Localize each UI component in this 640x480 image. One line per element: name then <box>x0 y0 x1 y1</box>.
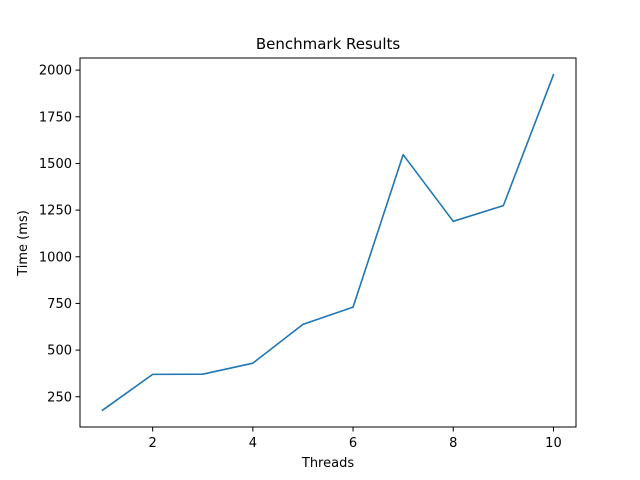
x-axis-label: Threads <box>301 456 354 471</box>
series-line-1 <box>101 73 555 412</box>
y-axis-label: Time (ms) <box>16 210 31 277</box>
plot-frame <box>79 57 577 428</box>
y-tick-label: 250 <box>47 390 72 405</box>
y-tick-label: 500 <box>47 344 72 359</box>
y-axis-ticks: 250 500 750 1000 1250 1500 1750 2000 <box>39 64 80 405</box>
x-tick-label: 6 <box>349 436 357 451</box>
y-tick-label: 1750 <box>39 110 72 125</box>
x-tick-label: 4 <box>249 436 257 451</box>
chart-title: Benchmark Results <box>256 35 401 53</box>
x-tick-label: 2 <box>149 436 157 451</box>
x-tick-label: 10 <box>545 436 562 451</box>
series-layer <box>101 73 555 412</box>
y-tick-label: 1000 <box>39 250 72 265</box>
y-tick-label: 1250 <box>39 204 72 219</box>
x-tick-label: 8 <box>449 436 457 451</box>
y-tick-label: 750 <box>47 297 72 312</box>
x-axis-ticks: 2 4 6 8 10 <box>149 427 562 451</box>
y-tick-label: 2000 <box>39 64 72 79</box>
y-tick-label: 1500 <box>39 157 72 172</box>
